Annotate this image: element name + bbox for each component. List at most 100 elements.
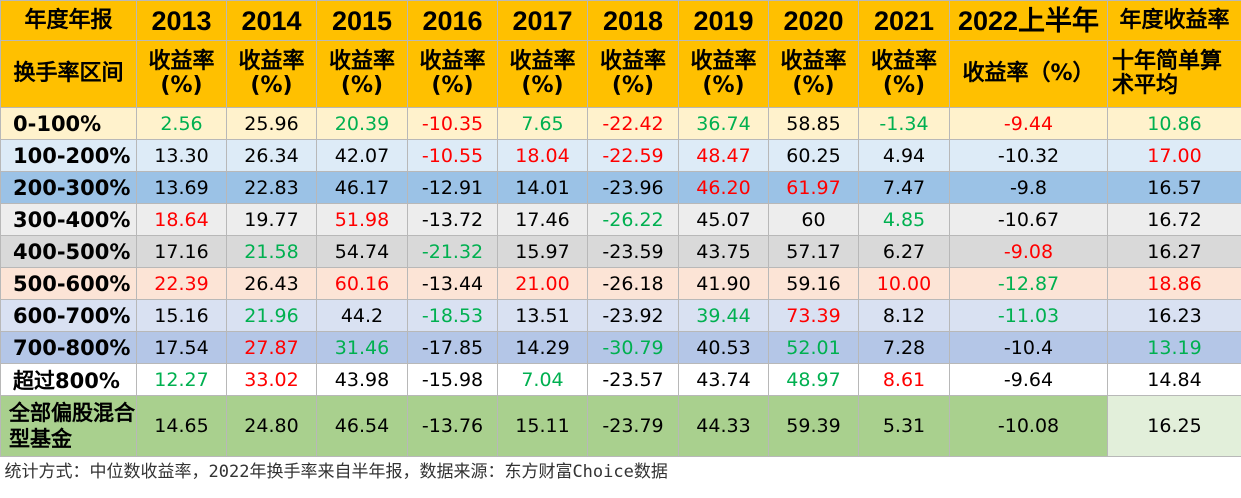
value-cell: -23.57 <box>587 363 679 396</box>
corner-label: 年度年报 <box>0 0 137 41</box>
value-cell: 41.90 <box>678 267 769 300</box>
value-cell: 39.44 <box>678 299 769 332</box>
year-2014: 2014 <box>226 0 317 41</box>
value-cell: -13.76 <box>407 395 498 457</box>
avg-cell: 10.86 <box>1107 107 1241 140</box>
row-label: 超过800% <box>0 363 137 396</box>
row-header: 换手率区间 <box>0 40 137 108</box>
value-cell: 15.16 <box>136 299 227 332</box>
sub-label: 收益率(%) <box>858 40 950 108</box>
value-cell: -9.64 <box>949 363 1108 396</box>
avg-cell: 16.23 <box>1107 299 1241 332</box>
avg-cell: 14.84 <box>1107 363 1241 396</box>
value-cell: 21.96 <box>226 299 317 332</box>
value-cell: 7.04 <box>497 363 588 396</box>
value-cell: -10.35 <box>407 107 498 140</box>
row-label: 700-800% <box>0 331 137 364</box>
sub-label: 收益率(%) <box>678 40 769 108</box>
value-cell: -10.4 <box>949 331 1108 364</box>
value-cell: 58.85 <box>768 107 859 140</box>
value-cell: 14.65 <box>136 395 227 457</box>
year-2015: 2015 <box>316 0 408 41</box>
value-cell: -12.91 <box>407 171 498 204</box>
avg-cell: 16.25 <box>1107 395 1241 457</box>
year-2013: 2013 <box>136 0 227 41</box>
value-cell: 59.39 <box>768 395 859 457</box>
footnote: 统计方式：中位数收益率，2022年换手率来自半年报，数据来源：东方财富Choic… <box>4 462 668 482</box>
value-cell: 26.34 <box>226 139 317 172</box>
avg-cell: 16.57 <box>1107 171 1241 204</box>
value-cell: 51.98 <box>316 203 408 236</box>
year-2019: 2019 <box>678 0 769 41</box>
sub-label: 收益率(%) <box>136 40 227 108</box>
row-label: 100-200% <box>0 139 137 172</box>
value-cell: -23.79 <box>587 395 679 457</box>
value-cell: 12.27 <box>136 363 227 396</box>
value-cell: 60.25 <box>768 139 859 172</box>
value-cell: 13.51 <box>497 299 588 332</box>
value-cell: 44.2 <box>316 299 408 332</box>
value-cell: 17.16 <box>136 235 227 268</box>
value-cell: 54.74 <box>316 235 408 268</box>
value-cell: 8.61 <box>858 363 950 396</box>
value-cell: 40.53 <box>678 331 769 364</box>
value-cell: -12.87 <box>949 267 1108 300</box>
value-cell: 17.46 <box>497 203 588 236</box>
value-cell: 6.27 <box>858 235 950 268</box>
value-cell: 73.39 <box>768 299 859 332</box>
table-row: 200-300% 13.69 22.83 46.17 -12.91 14.01 -23.96… <box>0 171 1241 204</box>
summary-title: 年度收益率 <box>1107 0 1241 41</box>
value-cell: -13.72 <box>407 203 498 236</box>
sub-label: 收益率(%) <box>316 40 408 108</box>
year-2020: 2020 <box>768 0 859 41</box>
value-cell: 48.97 <box>768 363 859 396</box>
value-cell: -30.79 <box>587 331 679 364</box>
value-cell: -22.42 <box>587 107 679 140</box>
value-cell: 59.16 <box>768 267 859 300</box>
value-cell: -10.67 <box>949 203 1108 236</box>
value-cell: 26.43 <box>226 267 317 300</box>
table-row: 100-200% 13.30 26.34 42.07 -10.55 18.04 -22.59… <box>0 139 1241 172</box>
value-cell: -11.03 <box>949 299 1108 332</box>
value-cell: 20.39 <box>316 107 408 140</box>
value-cell: -10.55 <box>407 139 498 172</box>
total-row: 全部偏股混合型基金 14.65 24.80 46.54 -13.76 15.11 -23.7… <box>0 395 1241 457</box>
value-cell: 43.98 <box>316 363 408 396</box>
footnote-row: 统计方式：中位数收益率，2022年换手率来自半年报，数据来源：东方财富Choic… <box>1 457 1241 482</box>
year-2016: 2016 <box>407 0 498 41</box>
avg-cell: 18.86 <box>1107 267 1241 300</box>
sub-label: 收益率(%) <box>226 40 317 108</box>
returns-table: 年度年报 2013 2014 2015 2016 2017 2018 2019 … <box>0 0 1241 482</box>
row-label: 400-500% <box>0 235 137 268</box>
value-cell: 15.97 <box>497 235 588 268</box>
value-cell: 31.46 <box>316 331 408 364</box>
year-2017: 2017 <box>497 0 588 41</box>
sub-label: 收益率(%) <box>407 40 498 108</box>
value-cell: -23.59 <box>587 235 679 268</box>
value-cell: 7.47 <box>858 171 950 204</box>
value-cell: 60 <box>768 203 859 236</box>
value-cell: 14.01 <box>497 171 588 204</box>
value-cell: -9.44 <box>949 107 1108 140</box>
row-label: 500-600% <box>0 267 137 300</box>
value-cell: 57.17 <box>768 235 859 268</box>
row-label: 全部偏股混合型基金 <box>0 395 137 457</box>
value-cell: 7.65 <box>497 107 588 140</box>
value-cell: 2.56 <box>136 107 227 140</box>
value-cell: 45.07 <box>678 203 769 236</box>
sub-label: 收益率(%) <box>768 40 859 108</box>
value-cell: 22.39 <box>136 267 227 300</box>
value-cell: 17.54 <box>136 331 227 364</box>
row-label: 200-300% <box>0 171 137 204</box>
value-cell: 46.20 <box>678 171 769 204</box>
value-cell: 61.97 <box>768 171 859 204</box>
value-cell: 27.87 <box>226 331 317 364</box>
value-cell: 19.77 <box>226 203 317 236</box>
summary-sub: 十年简单算术平均 <box>1107 40 1241 108</box>
value-cell: -13.44 <box>407 267 498 300</box>
value-cell: -21.32 <box>407 235 498 268</box>
value-cell: 18.64 <box>136 203 227 236</box>
row-label: 600-700% <box>0 299 137 332</box>
value-cell: -18.53 <box>407 299 498 332</box>
value-cell: -10.32 <box>949 139 1108 172</box>
